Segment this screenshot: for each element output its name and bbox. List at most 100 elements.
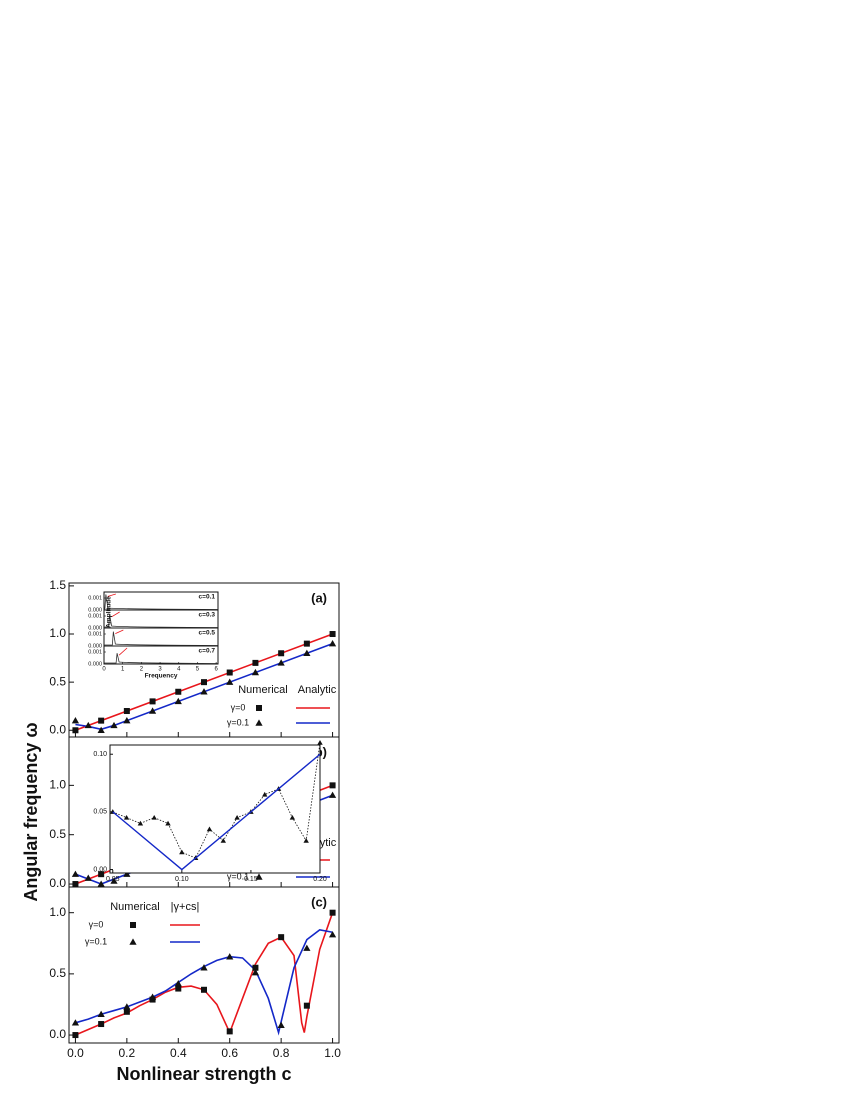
legend-name: γ=0.1 [85,936,107,946]
square-marker [252,659,259,666]
x-tick-label: 0.2 [119,1046,136,1060]
legend-header: Numerical [238,684,288,696]
x-axis-label: Nonlinear strength c [116,1064,291,1084]
square-marker [201,986,207,993]
legend-name: γ=0.1 [227,871,249,881]
square-marker [256,705,262,711]
row-label: c=0.5 [199,630,216,637]
triangle-marker [84,721,92,729]
square-marker [303,640,310,647]
x-tick-label: 0.0 [67,1046,84,1060]
analytic-line [75,912,334,1036]
square-marker [329,909,336,916]
legend-header: |γ+cs| [171,901,200,913]
y-tick-label: 0.000 [88,643,102,649]
triangle-marker [317,739,323,745]
triangle-marker [206,826,213,832]
y-tick-label: 0.10 [93,751,107,758]
triangle-marker [303,649,311,656]
triangle-marker [165,820,171,826]
row-label: c=0.3 [199,612,216,619]
y-tick-label: 0.001 [88,631,102,637]
arrow [115,629,124,634]
y-tick-label: 0.001 [88,613,102,619]
triangle-marker [110,877,118,884]
row-label: c=0.7 [199,648,216,655]
triangle-marker [328,640,337,647]
panel-label: (c) [311,894,327,909]
square-marker [201,679,207,686]
y-tick-label: 0.00 [93,866,107,873]
triangle-marker [328,931,337,938]
legend-name: γ=0 [231,702,246,712]
triangle-marker [123,1003,131,1010]
triangle-marker [226,678,234,685]
arrow [111,611,120,618]
x-tick-label: 2 [140,667,144,673]
x-tick-label: 0.05 [106,876,120,883]
legend-header: Analytic [298,684,337,696]
square-marker [226,669,233,676]
dotted-line [112,742,321,859]
triangle-marker [226,953,234,960]
x-tick-label: 4 [177,667,181,673]
x-tick-label: 1.0 [324,1046,341,1060]
triangle-marker [151,814,157,820]
triangle-marker [71,1019,80,1026]
triangle-marker [255,719,263,726]
triangle-marker [255,873,263,880]
x-tick-label: 0.4 [170,1046,187,1060]
triangle-marker [328,791,337,798]
x-tick-label: 3 [158,667,162,673]
y-tick-label: 0.0 [49,876,66,890]
x-tick-label: 6 [214,667,218,673]
triangle-marker [200,688,208,695]
triangle-marker [251,668,260,676]
triangle-marker [110,721,118,729]
y-tick-label: 0.5 [49,827,66,841]
spectrum-peak [104,594,219,610]
y-tick-label: 0.000 [88,661,102,667]
x-axis-label: Frequency [145,673,178,680]
triangle-marker [97,726,105,733]
y-tick-label: 1.0 [49,778,66,792]
y-tick-label: 0.05 [93,809,107,816]
x-tick-label: 0.10 [175,876,189,883]
triangle-marker [137,820,144,826]
triangle-marker [234,814,240,820]
x-tick-label: 0.8 [273,1046,290,1060]
triangle-marker [71,870,80,877]
triangle-marker [303,838,309,843]
y-tick-label: 0.0 [49,722,66,736]
triangle-marker [179,849,185,855]
triangle-marker [97,880,105,887]
row-label: c=0.1 [199,594,216,601]
triangle-marker [277,1021,285,1028]
triangle-marker [251,969,260,976]
square-marker [303,1002,310,1009]
inset-background [110,745,320,873]
y-tick-label: 0.0 [49,1027,66,1041]
triangle-marker [148,993,157,1000]
square-marker [175,688,182,695]
triangle-marker [71,717,80,724]
x-tick-label: 0.15 [244,876,258,883]
triangle-marker [129,938,137,945]
square-marker [175,985,182,992]
x-tick-label: 0 [102,667,106,673]
y-tick-label: 0.001 [88,649,102,655]
triangle-marker [123,717,131,724]
arrow [107,593,116,597]
spectrum-peak [104,653,219,664]
y-axis-label: Angular frequency ω [21,722,41,901]
square-marker [130,922,136,928]
x-tick-label: 5 [196,667,200,673]
y-tick-label: 0.000 [88,607,102,613]
y-axis-label: Amplitude [106,596,113,628]
square-marker [72,1032,79,1039]
y-tick-label: 0.000 [88,625,102,631]
legend-name: γ=0 [89,919,104,929]
triangle-marker [289,814,296,820]
